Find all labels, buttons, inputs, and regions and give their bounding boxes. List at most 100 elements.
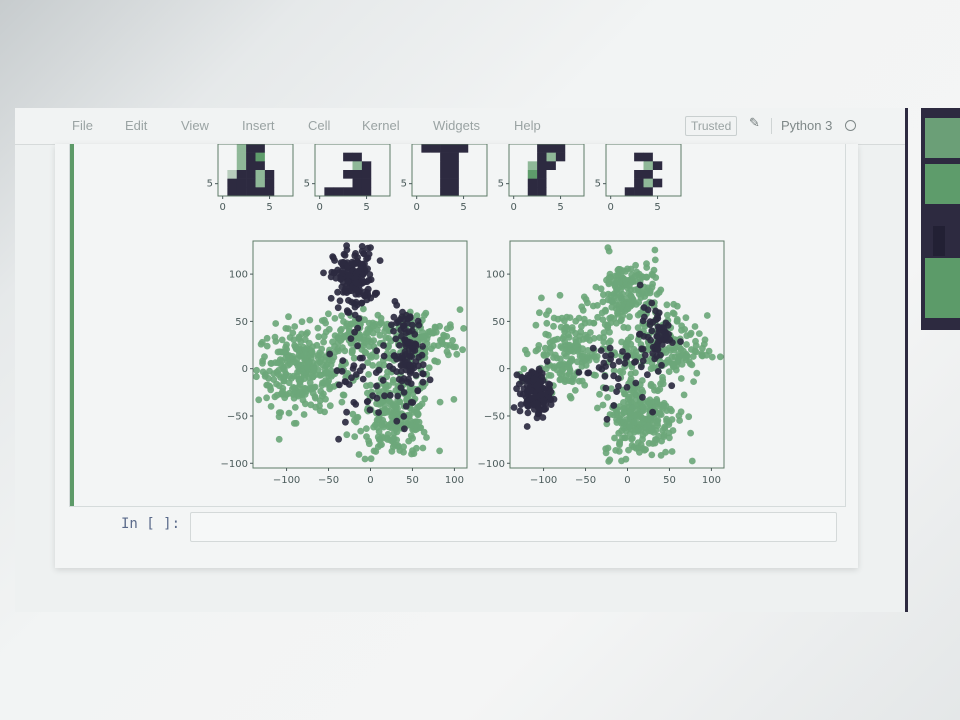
scatter-point: [405, 345, 413, 353]
menu-view[interactable]: View: [181, 118, 209, 133]
heatmap-cell: [430, 170, 441, 179]
scatter-point: [291, 323, 299, 330]
heatmap-cell: [527, 170, 538, 179]
scatter-point: [550, 322, 557, 330]
scatter-point: [673, 317, 681, 325]
scatter-point: [578, 323, 585, 330]
scatter-point: [618, 427, 626, 435]
scatter-point: [532, 392, 540, 400]
scatter-point: [279, 384, 287, 392]
scatter-point: [639, 416, 647, 424]
scatter-point: [651, 386, 658, 394]
menu-insert[interactable]: Insert: [242, 118, 275, 133]
scatter-point: [601, 372, 609, 380]
heatmap-cell: [218, 187, 228, 197]
heatmap-cell: [643, 144, 654, 153]
heatmap-cell: [643, 152, 654, 162]
heatmap-cell: [264, 152, 275, 162]
heatmap-cell: [671, 170, 682, 179]
thumb-block: [925, 258, 960, 318]
menu-edit[interactable]: Edit: [125, 118, 148, 133]
heatmap-cell: [430, 161, 441, 171]
heatmap-cell: [264, 187, 275, 197]
scatter-point: [320, 269, 327, 277]
output-cell[interactable]: 0 5 5 0 5 5 0 5 5 0 5 5 0 5 5 −100 −50 0 50 100 100 50 0 −50 −10…: [69, 144, 846, 507]
menu-cell[interactable]: Cell: [308, 118, 331, 133]
heatmap-cell: [662, 161, 672, 171]
x-tick-label: −100: [530, 475, 557, 486]
scatter-point: [579, 345, 586, 352]
scatter-point: [644, 306, 652, 314]
heatmap-cell: [236, 161, 247, 171]
scatter-point: [641, 429, 649, 437]
scatter-point: [516, 407, 524, 415]
heatmap-cell: [606, 170, 616, 179]
scatter-point: [373, 382, 380, 390]
scatter-point: [639, 345, 647, 353]
scatter-point: [318, 351, 325, 358]
scatter-point: [262, 371, 269, 378]
menu-help[interactable]: Help: [514, 118, 541, 133]
scatter-point: [290, 420, 298, 427]
heatmap-cell: [555, 161, 566, 171]
scatter-point: [350, 362, 358, 369]
scatter-point: [543, 358, 551, 365]
menu-file[interactable]: File: [72, 118, 93, 133]
heatmap-cell: [324, 161, 335, 171]
scatter-point: [539, 414, 547, 421]
x-tick-label: 100: [445, 475, 464, 486]
scatter-point: [370, 337, 378, 344]
scatter-point: [340, 318, 347, 325]
scatter-point: [389, 365, 397, 373]
scatter-point: [657, 411, 665, 418]
scatter-point: [283, 341, 290, 349]
pencil-icon[interactable]: ✎: [749, 116, 760, 131]
heatmap-cell: [412, 144, 422, 153]
scatter-point: [364, 337, 372, 345]
heatmap-cell: [412, 161, 422, 171]
scatter-point: [392, 335, 400, 343]
heatmap-cell: [662, 178, 672, 188]
scatter-point: [655, 309, 663, 317]
heatmap-cell: [324, 178, 335, 188]
y-tick-label: 5: [304, 179, 310, 190]
x-tick-label: 5: [557, 202, 563, 213]
scatter-point: [347, 335, 355, 342]
scatter-point: [293, 345, 301, 353]
scatter-point: [304, 329, 311, 336]
trusted-indicator[interactable]: Trusted: [685, 116, 738, 136]
heatmap-cell: [546, 144, 557, 153]
heatmap-cell: [430, 178, 441, 188]
heatmap-cell: [574, 152, 585, 162]
scatter-point: [665, 344, 673, 352]
code-input[interactable]: [190, 512, 837, 542]
heatmap-cell: [255, 144, 266, 153]
scatter-point: [423, 335, 431, 343]
menu-kernel[interactable]: Kernel: [362, 118, 400, 133]
scatter-point: [344, 278, 352, 285]
scatter-point: [307, 385, 314, 393]
menu-widgets[interactable]: Widgets: [433, 118, 480, 133]
scatter-point: [341, 347, 349, 355]
scatter-point: [322, 319, 329, 327]
scatter-point: [412, 371, 420, 379]
scatter-point: [582, 331, 589, 339]
y-tick-label: 0: [242, 364, 248, 375]
heatmap-cell: [606, 152, 616, 162]
heatmap-cell: [634, 170, 644, 179]
scatter-point: [664, 311, 671, 319]
heatmap-cell: [352, 152, 363, 162]
heatmap-cell: [218, 144, 228, 153]
scatter-point: [400, 443, 407, 451]
scatter-point: [364, 398, 372, 405]
heatmap-cell: [421, 161, 432, 171]
scatter-point: [699, 344, 706, 352]
scatter-point: [649, 408, 656, 416]
scatter-point: [349, 410, 357, 418]
notebook-window: File Edit View Insert Cell Kernel Widget…: [15, 108, 905, 612]
scatter-point: [611, 434, 618, 442]
scatter-point: [613, 411, 620, 419]
heatmap-cell: [671, 152, 682, 162]
scatter-point: [365, 343, 373, 350]
scatter-point: [351, 252, 359, 260]
